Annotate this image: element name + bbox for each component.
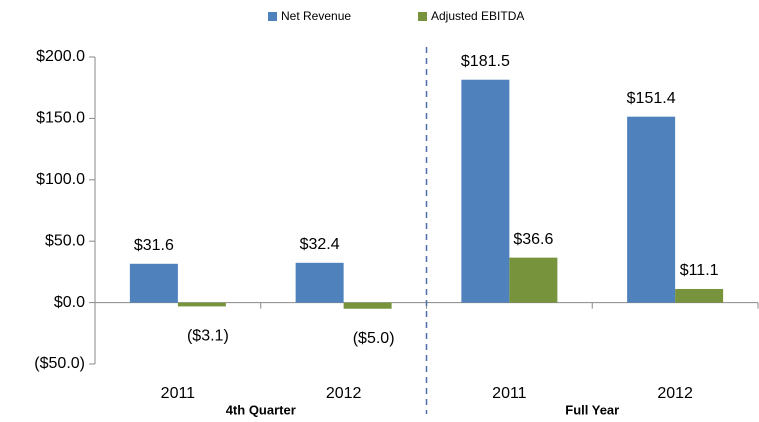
x-tick-label: 2011 — [492, 385, 527, 402]
value-label: $31.6 — [134, 237, 174, 254]
value-label: $181.5 — [461, 53, 510, 70]
x-tick-label: 2012 — [326, 385, 362, 402]
x-tick-label: 2012 — [657, 385, 693, 402]
bar — [343, 302, 392, 309]
legend-label: Adjusted EBITDA — [431, 9, 524, 23]
bar — [177, 302, 226, 307]
value-label: $36.6 — [513, 231, 553, 248]
bar — [509, 257, 558, 303]
legend-swatch — [418, 12, 427, 21]
bar — [675, 288, 724, 303]
value-label: ($5.0) — [353, 330, 395, 347]
y-tick-label: $150.0 — [36, 110, 85, 127]
y-tick-label: $100.0 — [36, 171, 85, 188]
legend-label: Net Revenue — [281, 9, 351, 23]
bar — [295, 262, 344, 303]
value-label: $32.4 — [300, 236, 340, 253]
y-tick-label: ($50.0) — [34, 355, 85, 372]
value-label: $11.1 — [680, 262, 719, 279]
bar — [129, 263, 178, 303]
value-label: $151.4 — [627, 90, 676, 107]
y-tick-label: $200.0 — [36, 48, 85, 65]
value-label: ($3.1) — [187, 328, 229, 345]
y-tick-label: $0.0 — [54, 294, 85, 311]
bar — [461, 79, 510, 303]
y-tick-label: $50.0 — [45, 232, 85, 249]
group-label: 4th Quarter — [226, 402, 296, 417]
legend-swatch — [268, 12, 277, 21]
group-label: Full Year — [565, 402, 619, 417]
x-tick-label: 2011 — [161, 385, 196, 402]
bar — [627, 116, 676, 303]
